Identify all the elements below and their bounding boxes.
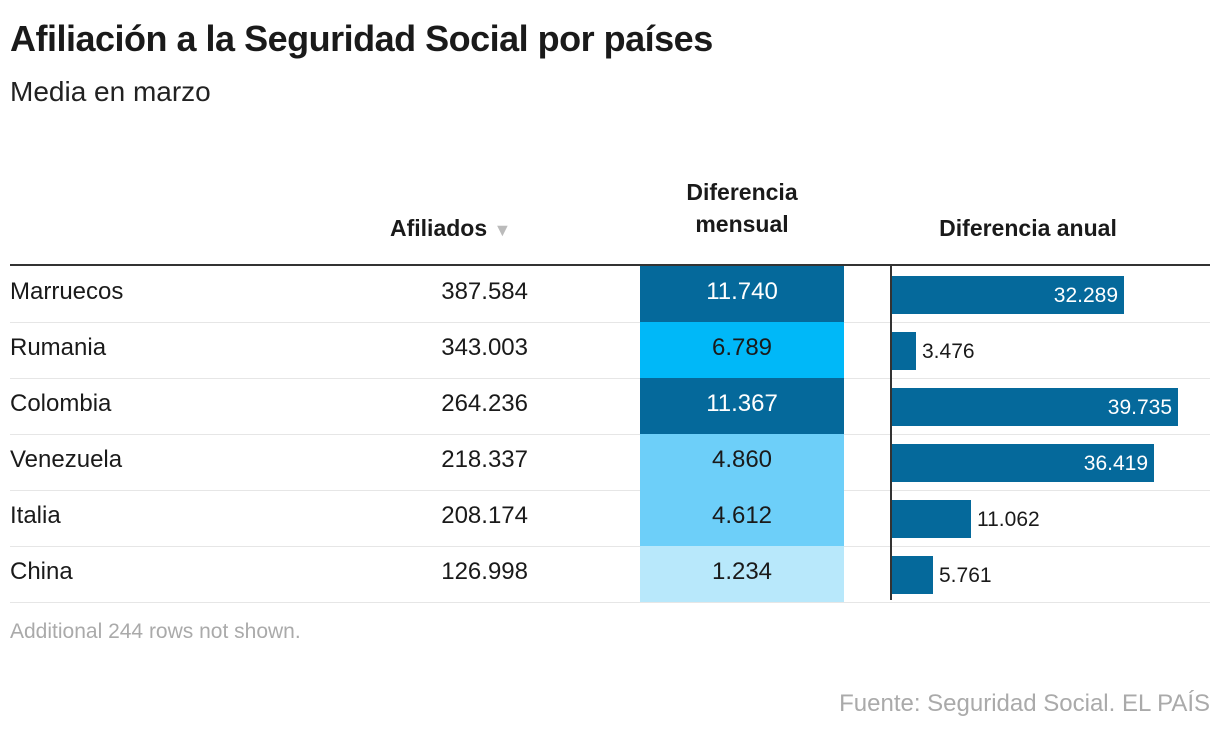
- anual-bar: [891, 444, 1154, 482]
- anual-bar: [891, 276, 1124, 314]
- mensual-cell: 4.612: [640, 490, 844, 546]
- bar-axis: [890, 266, 892, 600]
- afiliados-value: 387.584: [441, 278, 528, 305]
- anual-bar: [891, 332, 916, 370]
- source: Fuente: Seguridad Social. EL PAÍS: [839, 690, 1210, 717]
- mensual-cell: 11.740: [640, 266, 844, 322]
- anual-label: 11.062: [977, 508, 1040, 531]
- afiliados-value: 126.998: [441, 558, 528, 585]
- sort-desc-icon: ▼: [493, 220, 512, 240]
- afiliados-value: 264.236: [441, 390, 528, 417]
- chart-subtitle: Media en marzo: [10, 76, 211, 107]
- country: Marruecos: [10, 278, 124, 305]
- country: Colombia: [10, 390, 112, 417]
- anual-label: 32.289: [1053, 284, 1118, 307]
- afiliados-value: 208.174: [441, 502, 528, 529]
- country: Rumania: [10, 334, 107, 361]
- mensual-cell: 4.860: [640, 434, 844, 490]
- country: Italia: [10, 502, 61, 529]
- anual-label: 39.735: [1107, 396, 1172, 419]
- country: Venezuela: [10, 446, 123, 473]
- header-anual[interactable]: Diferencia anual: [939, 215, 1117, 241]
- anual-label: 36.419: [1083, 452, 1148, 475]
- rows-note: Additional 244 rows not shown.: [10, 620, 301, 643]
- anual-label: 3.476: [922, 340, 975, 363]
- header-afiliados[interactable]: Afiliados ▼: [390, 215, 512, 241]
- table-row: China 126.998 1.234 5.761: [10, 546, 1210, 603]
- header-divider: [10, 264, 1210, 266]
- afiliados-value: 343.003: [441, 334, 528, 361]
- anual-label: 5.761: [939, 564, 992, 587]
- table-row: Marruecos 387.584 11.740 32.289: [10, 266, 1210, 323]
- header-mensual[interactable]: Diferencia mensual: [686, 179, 798, 237]
- mensual-cell: 1.234: [640, 546, 844, 602]
- anual-bar: [891, 556, 933, 594]
- mensual-cell: 6.789: [640, 322, 844, 378]
- country: China: [10, 558, 73, 585]
- mensual-cell: 11.367: [640, 378, 844, 434]
- anual-bar: [891, 500, 971, 538]
- afiliados-value: 218.337: [441, 446, 528, 473]
- table-row: Venezuela 218.337 4.860 36.419: [10, 434, 1210, 491]
- chart-title: Afiliación a la Seguridad Social por paí…: [10, 18, 713, 59]
- table-row: Italia 208.174 4.612 11.062: [10, 490, 1210, 547]
- table-row: Colombia 264.236 11.367 39.735: [10, 378, 1210, 435]
- anual-bar: [891, 388, 1178, 426]
- table-row: Rumania 343.003 6.789 3.476: [10, 322, 1210, 379]
